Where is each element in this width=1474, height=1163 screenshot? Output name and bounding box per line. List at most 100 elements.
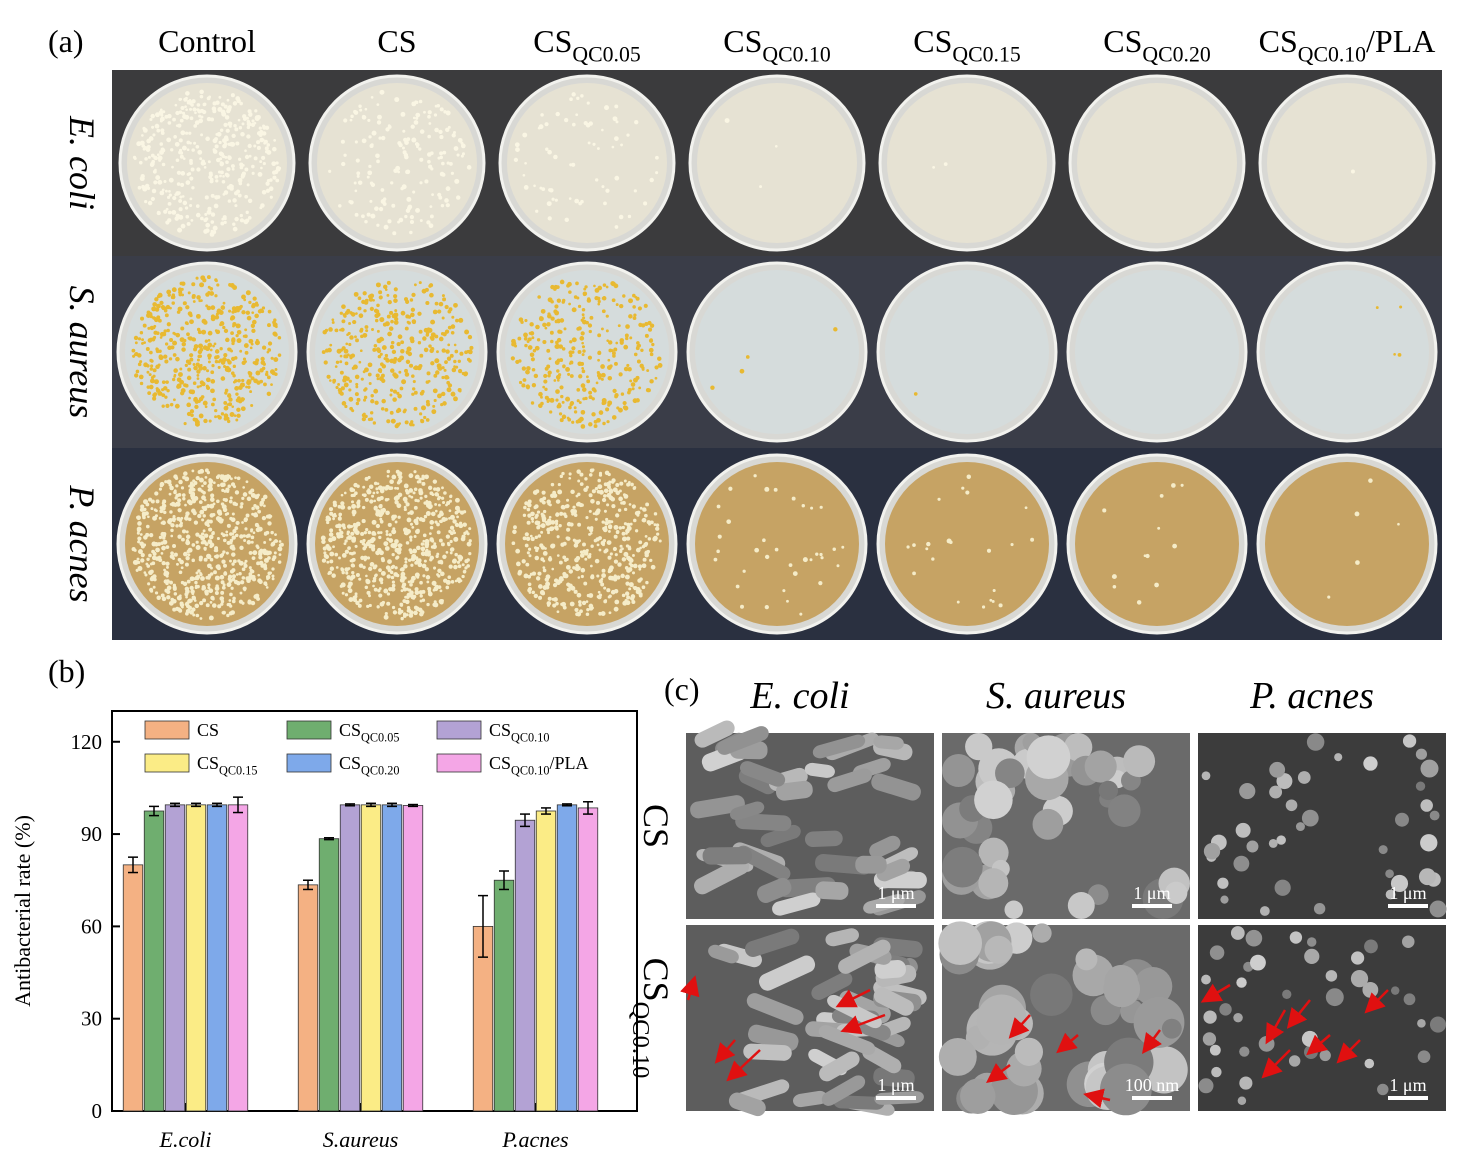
colony [228, 499, 233, 504]
colony [247, 216, 252, 220]
colony [601, 568, 606, 573]
colony [569, 360, 574, 365]
colony [182, 475, 186, 480]
colony [272, 555, 277, 560]
colony [217, 106, 223, 112]
colony [566, 527, 571, 532]
colony [832, 547, 836, 552]
colony [352, 319, 357, 325]
colony [150, 499, 155, 504]
colony [264, 146, 269, 151]
colony [243, 518, 247, 522]
colony [819, 552, 823, 557]
colony [212, 344, 215, 348]
colony [152, 169, 157, 174]
colony [163, 568, 166, 572]
colony [214, 359, 219, 364]
colony [155, 175, 161, 180]
colony [578, 600, 582, 604]
colony [385, 529, 389, 534]
colony [527, 513, 532, 518]
colony [527, 547, 532, 551]
colony [912, 543, 916, 547]
colony [235, 323, 241, 329]
colony [199, 384, 202, 388]
colony [207, 539, 212, 543]
petri-dish-agar [885, 462, 1049, 626]
colony [353, 110, 359, 115]
colony [1397, 522, 1400, 526]
colony [435, 370, 440, 375]
colony [629, 522, 633, 526]
colony [220, 412, 225, 416]
scale-label: 1 μm [1389, 1075, 1426, 1095]
colony [150, 153, 155, 158]
colony [564, 117, 569, 123]
colony [603, 494, 607, 498]
colony [252, 296, 257, 301]
colony [379, 317, 385, 323]
sem-texture [1201, 733, 1447, 918]
colony [325, 543, 330, 549]
colony [206, 553, 211, 559]
colony [400, 589, 404, 593]
sem-texture [942, 733, 1190, 920]
colony [427, 586, 432, 591]
colony [559, 279, 565, 285]
colony [223, 353, 228, 358]
colony [181, 293, 185, 297]
colony [555, 111, 560, 117]
colony [610, 589, 616, 595]
colony [647, 320, 652, 326]
colony [195, 276, 199, 280]
colony [267, 348, 272, 352]
colony [417, 340, 422, 345]
colony [244, 149, 247, 153]
colony [544, 122, 549, 127]
colony [200, 535, 206, 541]
colony [144, 573, 148, 577]
colony [956, 600, 960, 604]
colony [168, 357, 173, 361]
colony [595, 537, 600, 542]
colony [239, 165, 244, 170]
colony [207, 160, 211, 164]
sem-feature [876, 858, 911, 882]
colony [149, 350, 153, 355]
colony [211, 531, 215, 536]
colony [185, 556, 190, 561]
colony [635, 375, 640, 380]
colony [191, 186, 195, 190]
colony [226, 403, 230, 406]
colony [613, 534, 618, 539]
colony [219, 128, 224, 132]
colony [263, 566, 268, 571]
colony [262, 161, 266, 166]
sem-feature [1269, 785, 1283, 799]
sem-feature [1201, 974, 1211, 985]
colony [429, 292, 434, 298]
colony [545, 574, 551, 580]
colony [246, 116, 249, 120]
colony [389, 538, 393, 543]
colony [456, 515, 459, 519]
colony [140, 316, 145, 321]
colony [250, 376, 255, 381]
colony [459, 351, 464, 356]
sem-feature [1429, 900, 1447, 918]
colony [600, 372, 606, 378]
colony [160, 304, 166, 310]
colony [579, 609, 583, 614]
colony [409, 538, 413, 542]
colony [216, 499, 220, 504]
colony [241, 576, 246, 580]
bar [185, 804, 207, 1112]
colony [178, 110, 183, 114]
colony [255, 303, 259, 307]
colony [654, 376, 658, 380]
colony [161, 404, 165, 408]
colony [182, 114, 186, 119]
colony [359, 540, 363, 544]
colony [372, 576, 377, 581]
colony [250, 403, 254, 408]
